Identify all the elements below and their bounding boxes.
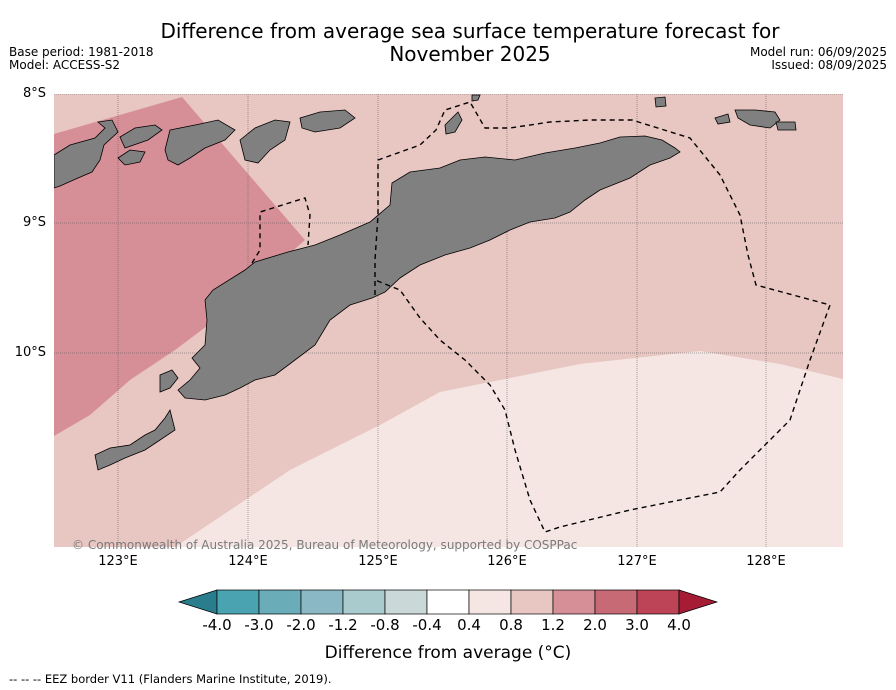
model-name: Model: ACCESS-S2: [9, 58, 121, 72]
wetar-west-island: [239, 119, 291, 164]
colorbar-cell: [426, 589, 470, 615]
lon-label-128e: 128°E: [746, 554, 786, 569]
lon-label-124e: 124°E: [228, 554, 268, 569]
title-line-1: Difference from average sea surface temp…: [160, 19, 780, 43]
colorbar-tick: -3.0: [244, 616, 274, 634]
colorbar-cell: [258, 589, 302, 615]
title-line-2: November 2025: [389, 42, 551, 66]
colorbar-cell: [594, 589, 638, 615]
colorbar-cell: [552, 589, 596, 615]
colorbar-cell: [300, 589, 344, 615]
timor-island: [177, 135, 681, 401]
meta-left: Base period: 1981-2018 Model: ACCESS-S2: [9, 46, 154, 72]
lat-label-8s: 8°S: [22, 86, 46, 101]
semau-island: [159, 369, 179, 393]
sea-anomaly-warm-band: [54, 97, 305, 436]
colorbar-tick: -0.4: [412, 616, 442, 634]
colorbar-arrow-high: [678, 589, 719, 615]
colorbar-tick: 0.4: [457, 616, 481, 634]
kisar-island: [714, 113, 731, 125]
meta-right: Model run: 06/09/2025 Issued: 08/09/2025: [750, 46, 887, 72]
map-title: Difference from average sea surface temp…: [0, 20, 896, 66]
lakor-island: [775, 121, 797, 131]
colorbar-cell: [510, 589, 554, 615]
eez-footnote: -- -- -- EEZ border V11 (Flanders Marine…: [9, 672, 332, 686]
colorbar-cell: [216, 589, 260, 615]
copyright-credit: © Commonwealth of Australia 2025, Bureau…: [72, 538, 578, 552]
colorbar-tick: -1.2: [328, 616, 358, 634]
colorbar-tick: 3.0: [625, 616, 649, 634]
small-islet: [471, 94, 481, 102]
lat-label-10s: 10°S: [14, 345, 46, 360]
colorbar-tick: -2.0: [286, 616, 316, 634]
colorbar-cell: [342, 589, 386, 615]
colorbar-tick: 4.0: [667, 616, 691, 634]
colorbar-cell: [468, 589, 512, 615]
colorbar-tick: -0.8: [370, 616, 400, 634]
leti-island: [654, 96, 667, 108]
colorbar-tick: 0.8: [499, 616, 523, 634]
pantar-island: [117, 149, 146, 166]
lon-label-126e: 126°E: [487, 554, 527, 569]
flores-island: [54, 119, 119, 189]
colorbar-tick: -4.0: [202, 616, 232, 634]
roti-island: [94, 408, 176, 471]
colorbar-tick: 2.0: [583, 616, 607, 634]
wetar-island: [299, 109, 356, 133]
colorbar-cell: [384, 589, 428, 615]
lat-label-9s: 9°S: [22, 215, 46, 230]
colorbar: [177, 589, 719, 615]
colorbar-tick: 1.2: [541, 616, 565, 634]
eez-border: [251, 101, 831, 533]
solor-island: [119, 124, 163, 149]
base-period: Base period: 1981-2018: [9, 45, 154, 59]
lon-label-127e: 127°E: [617, 554, 657, 569]
lon-label-123e: 123°E: [98, 554, 138, 569]
issued-date: Issued: 08/09/2025: [771, 58, 887, 72]
alor-island: [164, 119, 236, 166]
atauro-island: [444, 111, 463, 135]
colorbar-title: Difference from average (°C): [324, 643, 572, 663]
lon-label-125e: 125°E: [358, 554, 398, 569]
colorbar-arrow-low: [177, 589, 218, 615]
model-run: Model run: 06/09/2025: [749, 45, 887, 59]
sea-anomaly-cool-band: [175, 351, 843, 547]
colorbar-cell: [636, 589, 680, 615]
moa-island: [734, 109, 781, 129]
land-masses: [54, 94, 797, 471]
